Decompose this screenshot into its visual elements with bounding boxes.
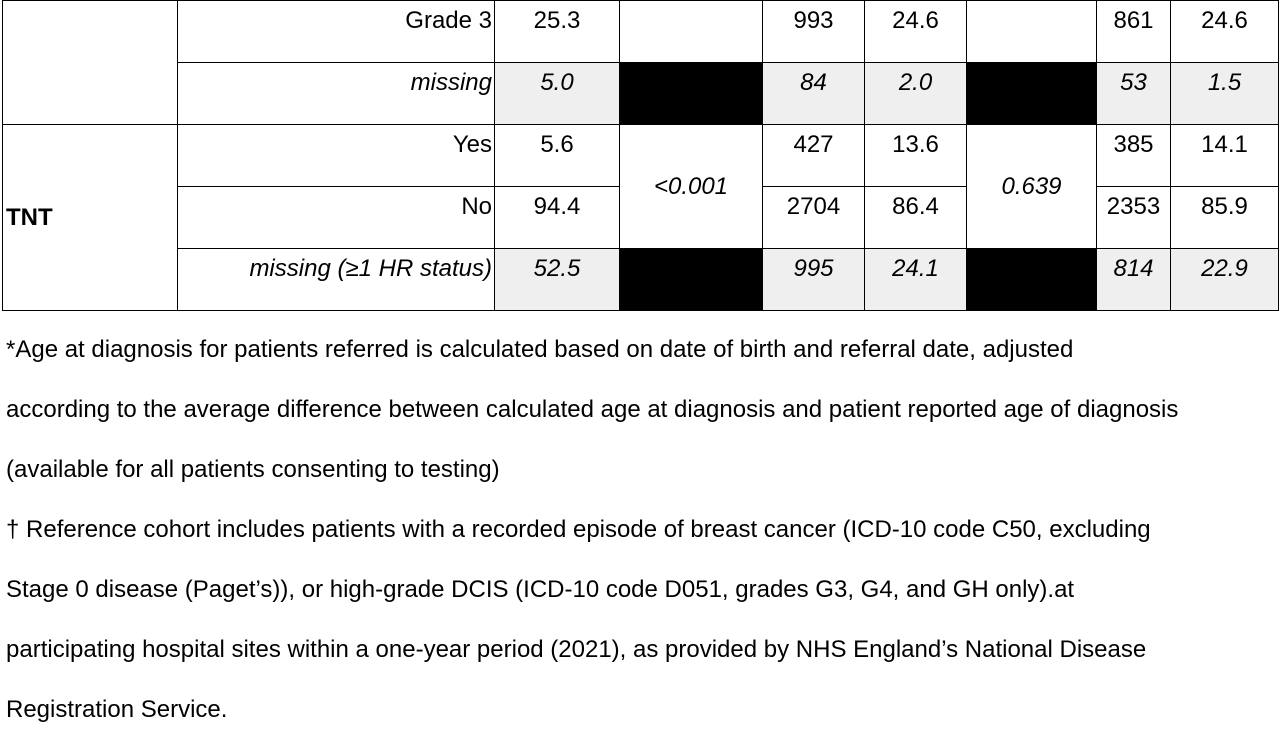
row-label: missing [177,62,495,125]
row-label: Yes [177,124,495,187]
footnote-age: *Age at diagnosis for patients referred … [6,320,1280,500]
category-label-tnt: TNT [2,124,178,311]
pvalue-cell-empty [619,0,763,63]
category-cell-empty [2,0,178,125]
p2-cell: 22.9 [1170,248,1279,311]
pct-cell: 52.5 [494,248,620,311]
p1-cell: 13.6 [864,124,967,187]
p2-cell: 1.5 [1170,62,1279,125]
n1-cell: 993 [762,0,865,63]
n2-cell: 861 [1096,0,1171,63]
row-label: Grade 3 [177,0,495,63]
p2-cell: 85.9 [1170,186,1279,249]
blacked-out-cell [619,248,763,311]
footnote-line: Stage 0 disease (Paget’s)), or high-grad… [6,576,1075,603]
pct-cell: 94.4 [494,186,620,249]
table-row-tnt-yes: TNT Yes 5.6 <0.001 427 13.6 0.639 385 14… [2,124,1279,311]
pct-cell: 5.0 [494,62,620,125]
p2-cell: 14.1 [1170,124,1279,187]
p1-cell: 2.0 [864,62,967,125]
n2-cell: 53 [1096,62,1171,125]
n1-cell: 995 [762,248,865,311]
footnote-line: (available for all patients consenting t… [6,456,500,483]
n2-cell: 814 [1096,248,1171,311]
table-row-missing-grade: missing 5.0 84 2.0 53 1.5 [3,62,1279,125]
footnote-line: according to the average difference betw… [6,396,1179,423]
n1-cell: 2704 [762,186,865,249]
pvalue2-cell-empty [966,0,1097,63]
n2-cell: 385 [1096,124,1171,187]
blacked-out-cell [966,62,1097,125]
row-label: missing (≥1 HR status) [177,248,495,311]
footnote-line: Registration Service. [6,696,228,723]
blacked-out-cell [966,248,1097,311]
n2-cell: 2353 [1096,186,1171,249]
footnote-line: † Reference cohort includes patients wit… [6,516,1151,543]
n1-cell: 427 [762,124,865,187]
table-row-tnt-missing: missing (≥1 HR status) 52.5 995 24.1 814… [3,248,1279,311]
table-row-grade3: Grade 3 25.3 993 24.6 861 24.6 [2,0,1279,125]
pct-cell: 5.6 [494,124,620,187]
footnotes: *Age at diagnosis for patients referred … [6,320,1280,740]
p1-cell: 86.4 [864,186,967,249]
pvalue-cell: <0.001 [619,124,763,249]
footnote-line: participating hospital sites within a on… [6,636,1147,663]
p1-cell: 24.1 [864,248,967,311]
pct-cell: 25.3 [494,0,620,63]
blacked-out-cell [619,62,763,125]
footnote-reference-cohort: † Reference cohort includes patients wit… [6,500,1280,740]
pvalue2-cell: 0.639 [966,124,1097,249]
data-table: Grade 3 25.3 993 24.6 861 24.6 missing 5… [2,0,1279,311]
n1-cell: 84 [762,62,865,125]
row-label: No [177,186,495,249]
p2-cell: 24.6 [1170,0,1279,63]
footnote-line: *Age at diagnosis for patients referred … [6,336,1074,363]
p1-cell: 24.6 [864,0,967,63]
